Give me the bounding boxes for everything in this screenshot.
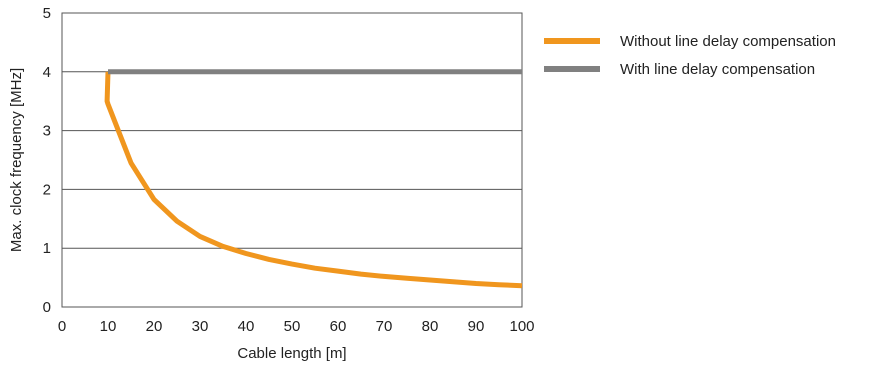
x-tick-label: 0 [58,318,66,335]
legend-label-with-compensation: With line delay compensation [620,61,815,78]
plot-frame [61,12,523,308]
x-tick-label: 40 [238,318,255,335]
y-tick-labels: 0 1 2 3 4 5 [43,5,51,316]
series-lines [104,69,523,289]
legend-label-without-compensation: Without line delay compensation [620,33,836,50]
x-tick-labels: 0 10 20 30 40 50 60 70 80 90 100 [58,318,535,335]
y-tick-label: 0 [43,299,51,316]
x-tick-label: 60 [330,318,347,335]
series-line-0 [104,71,523,289]
y-axis-label: Max. clock frequency [MHz] [8,68,25,252]
x-tick-label: 90 [468,318,485,335]
x-axis-label: Cable length [m] [237,345,346,362]
x-tick-label: 10 [100,318,117,335]
y-tick-label: 5 [43,5,51,22]
x-tick-label: 30 [192,318,209,335]
x-tick-label: 80 [422,318,439,335]
x-tick-label: 70 [376,318,393,335]
y-tick-label: 2 [43,181,51,198]
y-tick-label: 1 [43,240,51,257]
legend: Without line delay compensation With lin… [544,33,836,78]
x-tick-label: 20 [146,318,163,335]
x-tick-label: 100 [509,318,534,335]
x-tick-label: 50 [284,318,301,335]
y-tick-label: 3 [43,123,51,140]
y-tick-label: 4 [43,64,51,81]
